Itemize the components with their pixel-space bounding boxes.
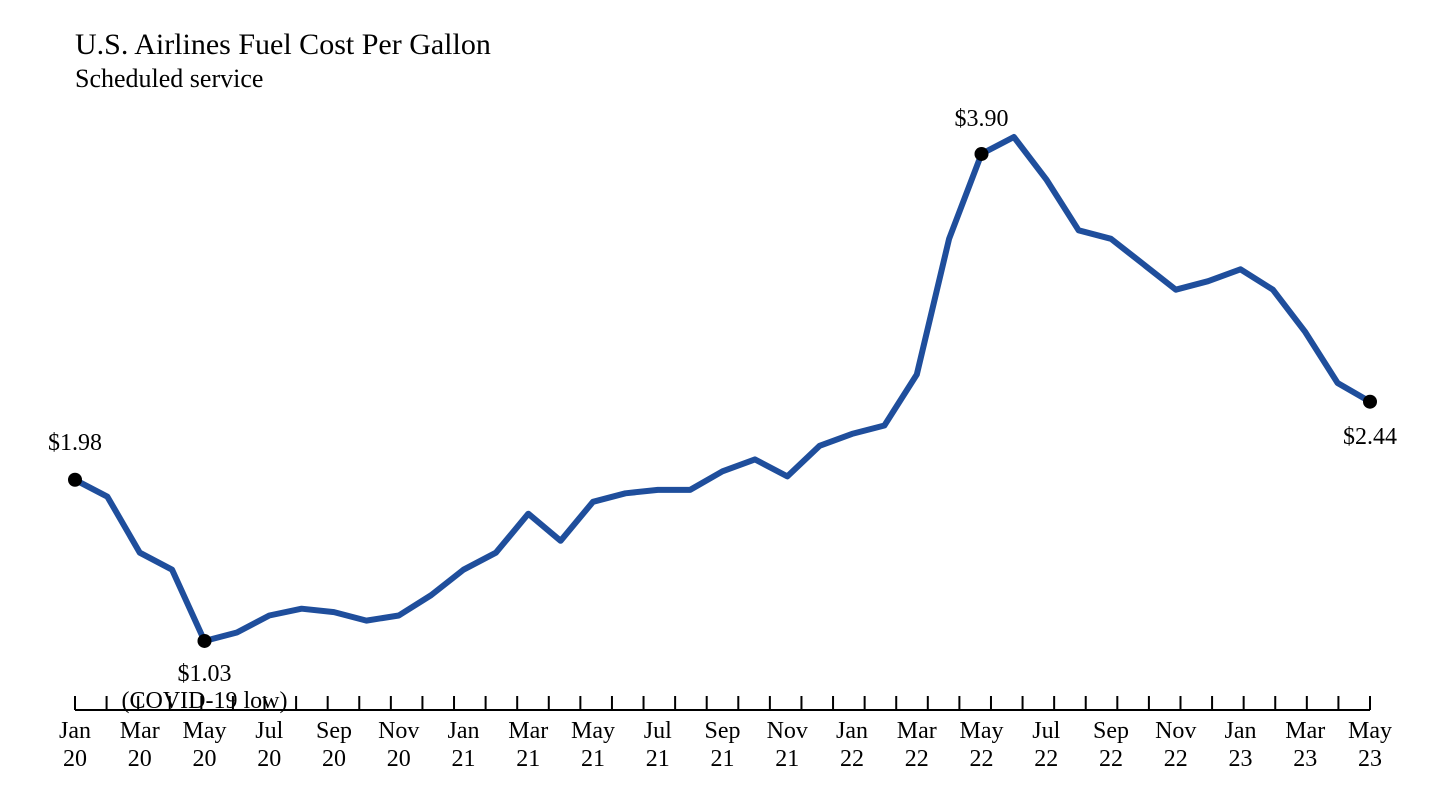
data-marker: [975, 147, 989, 161]
x-axis-label: Jul22: [1016, 718, 1076, 773]
x-axis-label: Nov22: [1146, 718, 1206, 773]
x-axis-label: Nov20: [369, 718, 429, 773]
data-callout: $2.44: [1343, 424, 1397, 451]
x-axis-label: Jul21: [628, 718, 688, 773]
x-axis-label: Mar23: [1275, 718, 1335, 773]
x-axis-label: May23: [1340, 718, 1400, 773]
x-axis-label: May21: [563, 718, 623, 773]
data-marker: [198, 634, 212, 648]
x-axis-label: Sep22: [1081, 718, 1141, 773]
x-axis-label: Mar21: [498, 718, 558, 773]
data-marker: [68, 473, 82, 487]
x-axis-label: Nov21: [757, 718, 817, 773]
data-callout: $3.90: [955, 106, 1009, 133]
x-axis-label: Jan21: [434, 718, 494, 773]
x-axis-label: Mar20: [110, 718, 170, 773]
x-axis-label: Mar22: [887, 718, 947, 773]
x-axis-label: May22: [952, 718, 1012, 773]
data-callout: $1.98: [48, 430, 102, 457]
chart-container: U.S. Airlines Fuel Cost Per Gallon Sched…: [0, 0, 1430, 807]
x-axis-label: Jan20: [45, 718, 105, 773]
x-axis-label: Sep20: [304, 718, 364, 773]
x-axis-label: Jul20: [239, 718, 299, 773]
x-axis-label: Jan23: [1211, 718, 1271, 773]
data-marker: [1363, 395, 1377, 409]
data-line: [75, 137, 1370, 641]
x-axis-label: Jan22: [822, 718, 882, 773]
x-axis-label: Sep21: [693, 718, 753, 773]
x-axis-label: May20: [175, 718, 235, 773]
data-callout: $1.03(COVID-19 low): [122, 661, 288, 715]
